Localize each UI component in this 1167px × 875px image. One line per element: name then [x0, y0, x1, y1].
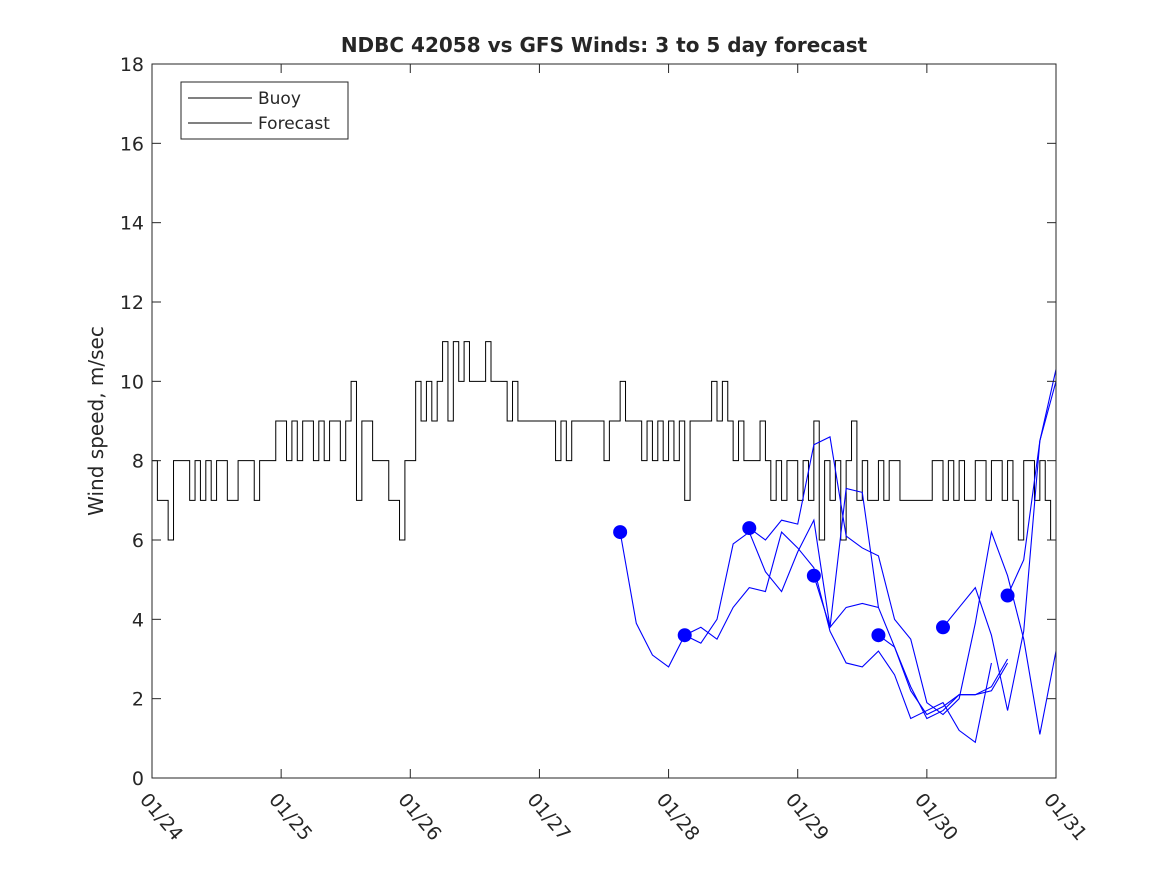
- forecast-series: [613, 369, 1057, 744]
- x-tick-label: 01/26: [393, 789, 445, 845]
- forecast-start-marker-0: [613, 525, 628, 540]
- forecast-start-marker-4: [871, 628, 886, 643]
- forecast-line-3: [813, 487, 879, 628]
- legend-box: [180, 81, 349, 140]
- y-tick-label: 12: [120, 292, 144, 314]
- legend-forecast-label: Forecast: [258, 114, 330, 134]
- forecast-start-marker-5: [936, 620, 950, 635]
- y-tick-label: 4: [132, 609, 144, 631]
- y-axis-label: Wind speed, m/sec: [84, 326, 108, 516]
- x-tick-label: 01/30: [910, 789, 962, 845]
- y-tick-label: 6: [132, 530, 144, 552]
- y-tick-label: 10: [120, 371, 144, 393]
- x-tick-label: 01/25: [264, 789, 316, 845]
- legend-buoy-label: Buoy: [258, 89, 301, 109]
- forecast-line-1: [684, 518, 1009, 716]
- forecast-line-5: [942, 369, 1057, 711]
- forecast-line-6: [1007, 381, 1057, 596]
- legend: Buoy Forecast: [180, 81, 349, 140]
- chart-title: NDBC 42058 vs GFS Winds: 3 to 5 day fore…: [341, 33, 868, 57]
- y-tick-label: 8: [132, 451, 144, 473]
- x-tick-label: 01/28: [652, 789, 704, 845]
- x-tick-label: 01/29: [781, 789, 833, 845]
- axes-box: [151, 63, 1057, 779]
- buoy-line: [152, 341, 1057, 541]
- y-tick-label: 0: [132, 768, 144, 790]
- forecast-start-marker-3: [806, 568, 821, 583]
- x-tick-label: 01/24: [135, 789, 187, 845]
- forecast-line-2: [748, 436, 1057, 735]
- x-tick-label: 01/27: [523, 789, 575, 845]
- y-tick-label: 18: [120, 54, 144, 76]
- x-tick-label: 01/31: [1039, 789, 1091, 845]
- forecast-line-4: [878, 634, 1009, 720]
- buoy-series: [152, 341, 1057, 541]
- forecast-start-marker-2: [742, 521, 757, 536]
- y-tick-label: 2: [132, 689, 144, 711]
- y-tick-label: 14: [120, 213, 144, 235]
- forecast-start-marker-1: [677, 628, 692, 643]
- y-tick-label: 16: [120, 133, 144, 155]
- forecast-start-marker-6: [1000, 588, 1015, 603]
